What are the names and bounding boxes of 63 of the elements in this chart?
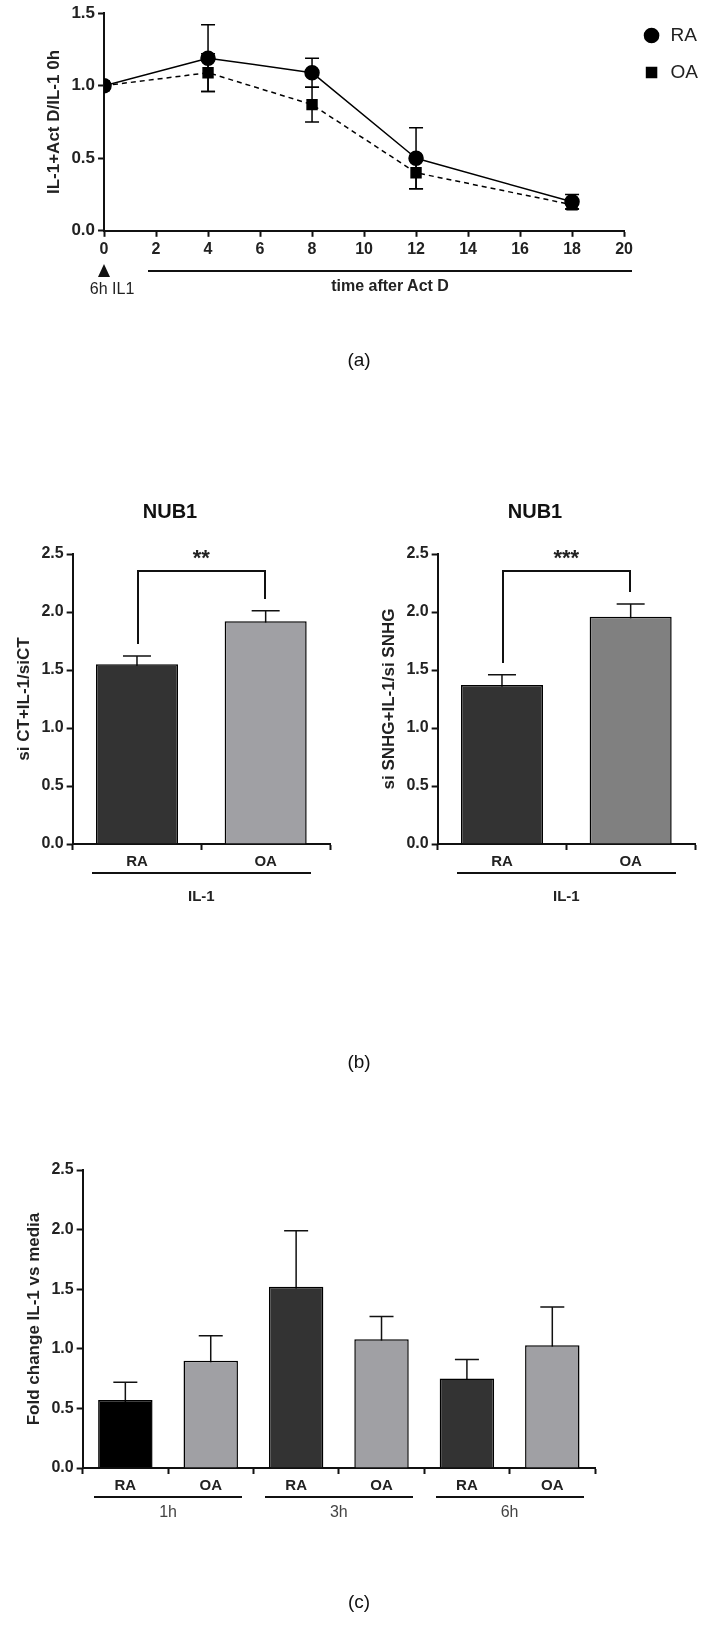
text: 3h — [329, 1503, 348, 1521]
y-axis-title: Fold change IL-1 vs media — [23, 1212, 43, 1426]
y-tick-label: 0.5 — [71, 147, 96, 167]
x-tick-label: RA — [456, 1476, 478, 1494]
legend-label: OA — [670, 60, 699, 82]
x-tick-label: OA — [541, 1476, 564, 1494]
x-tick-label: 4 — [203, 239, 213, 257]
y-axis-title: si SNHG+IL-1/si SNHG — [378, 608, 398, 790]
x-tick-label: 8 — [307, 239, 317, 257]
chart-title: NUB1 — [507, 499, 563, 522]
x-tick-label: 0 — [99, 239, 109, 257]
y-tick-label: 0.0 — [406, 834, 429, 852]
y-tick-label: 1.0 — [71, 75, 96, 95]
y-tick-label: 2.0 — [51, 1220, 74, 1238]
legend-label: RA — [670, 23, 698, 45]
text: (b) — [347, 1051, 371, 1073]
x-tick-label: 20 — [615, 239, 634, 257]
x-tick-label: OA — [370, 1476, 393, 1494]
x-tick-label: 12 — [407, 239, 426, 257]
y-tick-label: 1.0 — [51, 1339, 74, 1357]
y-tick-label: 0.0 — [71, 220, 96, 240]
y-tick-label: 0.0 — [51, 1458, 74, 1476]
y-tick-label: 0.5 — [51, 1398, 74, 1416]
y-tick-label: 2.5 — [51, 1160, 74, 1178]
y-tick-label: 2.5 — [406, 544, 429, 562]
annotation: ** — [192, 545, 210, 571]
y-tick-label: 0.5 — [41, 776, 64, 794]
x-tick-label: RA — [126, 852, 148, 870]
text: (a) — [347, 349, 371, 371]
x-tick-label: 18 — [563, 239, 582, 257]
x-tick-label: 14 — [459, 239, 478, 257]
x-tick-label: 2 — [151, 239, 161, 257]
text: 6h IL1 — [89, 280, 135, 298]
x-tick-label: OA — [199, 1476, 223, 1494]
x-axis-title: IL-1 — [187, 887, 215, 905]
x-axis-title: time after Act D — [331, 277, 449, 295]
x-tick-label: OA — [619, 852, 643, 870]
x-tick-label: RA — [491, 852, 513, 870]
y-tick-label: 1.0 — [406, 718, 429, 736]
y-tick-label: 1.5 — [71, 2, 96, 22]
y-tick-label: 2.5 — [41, 544, 64, 562]
y-tick-label: 1.0 — [41, 718, 64, 736]
text: 1h — [159, 1503, 177, 1521]
y-tick-label: 2.0 — [41, 602, 64, 620]
y-tick-label: 1.5 — [41, 660, 64, 678]
x-tick-label: 10 — [355, 239, 374, 257]
chart-title: NUB1 — [142, 499, 198, 522]
x-tick-label: RA — [114, 1476, 137, 1494]
y-tick-label: 0.5 — [406, 776, 429, 794]
y-axis-title: IL-1+Act D/IL-1 0h — [43, 49, 63, 195]
annotation: *** — [553, 545, 580, 571]
x-axis-title: IL-1 — [552, 887, 580, 905]
text: 6h — [500, 1503, 519, 1521]
y-axis-title: si CT+IL-1/siCT — [13, 636, 33, 761]
x-tick-label: RA — [285, 1476, 308, 1494]
y-tick-label: 1.5 — [51, 1279, 74, 1297]
x-tick-label: 6 — [255, 239, 265, 257]
text: (c) — [347, 1591, 371, 1613]
x-tick-label: 16 — [511, 239, 530, 257]
x-tick-label: OA — [254, 852, 278, 870]
y-tick-label: 1.5 — [406, 660, 429, 678]
y-tick-label: 0.0 — [41, 834, 64, 852]
y-tick-label: 2.0 — [406, 602, 429, 620]
